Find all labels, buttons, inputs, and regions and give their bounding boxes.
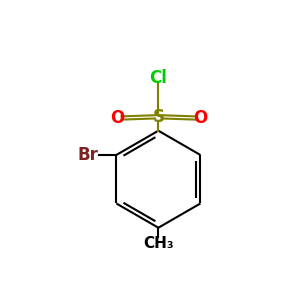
Text: S: S bbox=[152, 108, 164, 126]
Text: O: O bbox=[193, 109, 207, 127]
Text: Cl: Cl bbox=[149, 69, 167, 87]
Text: CH₃: CH₃ bbox=[143, 236, 174, 251]
Text: O: O bbox=[110, 109, 124, 127]
Text: Br: Br bbox=[77, 146, 98, 164]
